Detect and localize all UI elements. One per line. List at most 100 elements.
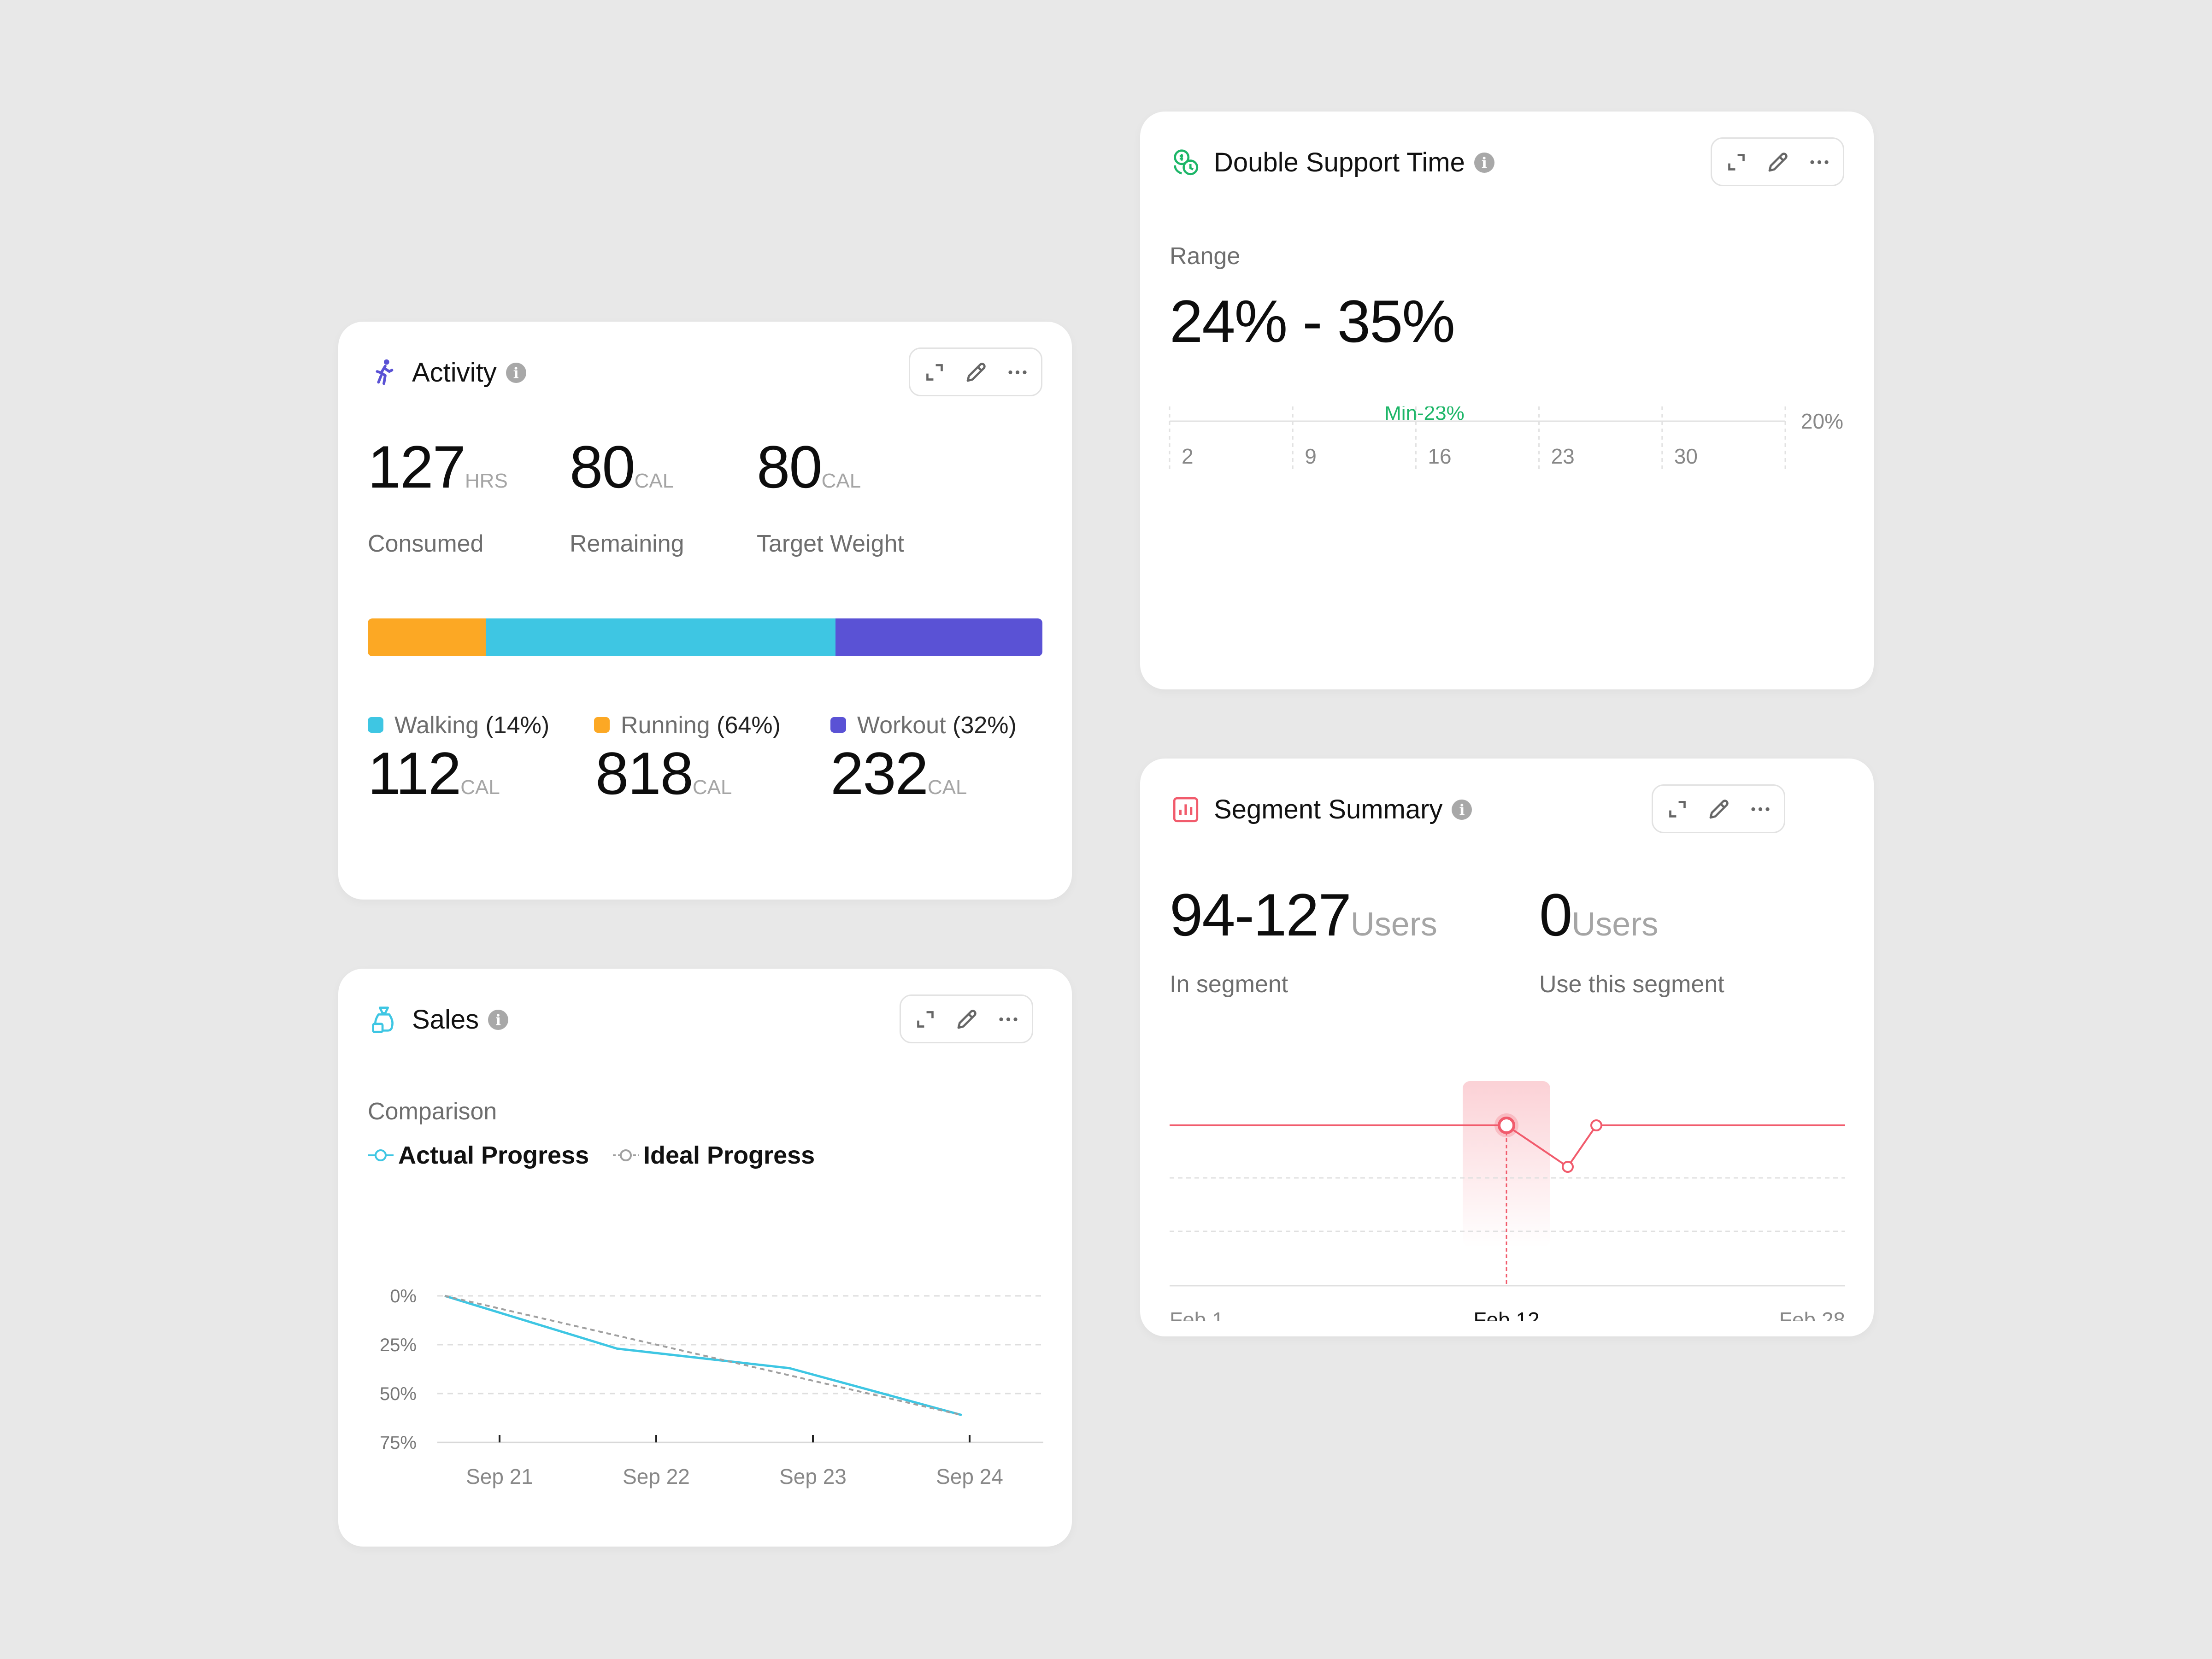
segment-summary-header: Segment Summary i (1170, 784, 1844, 835)
stat-unit: CAL (821, 470, 861, 492)
bar-segment-indigo (835, 618, 1042, 656)
legend-walking: Walking (14%) (368, 712, 549, 739)
stat-label: Consumed (368, 530, 484, 557)
card-title: Sales i (412, 994, 509, 1045)
legend-pct: (32%) (953, 712, 1017, 739)
actual-progress-line (444, 1294, 962, 1417)
expand-icon[interactable] (1722, 148, 1751, 176)
stat-label: In segment (1170, 971, 1288, 998)
info-icon[interactable]: i (506, 362, 526, 383)
stat-label: Use this segment (1539, 971, 1724, 998)
data-point (1590, 1119, 1602, 1131)
info-icon[interactable]: i (1452, 799, 1472, 820)
x-tick-label: 30 (1674, 444, 1698, 468)
legend-name: Walking (394, 712, 479, 739)
stat-consumed: 127HRS (368, 432, 508, 501)
segment-line-chart: Feb 1 Feb 12 Feb 28 (1170, 1081, 1845, 1321)
info-icon[interactable]: i (488, 1009, 509, 1030)
range-label: Range (1170, 243, 1241, 270)
x-tick-label: Feb 12 (1473, 1308, 1539, 1321)
stat-value: 0 (1539, 881, 1572, 948)
stat-label: Remaining (570, 530, 684, 557)
segment-in-value: 94-127Users (1170, 880, 1437, 949)
bar-segment-cyan (486, 618, 835, 656)
stat-unit: Users (1571, 906, 1659, 943)
activity-title: Activity (412, 358, 497, 388)
expand-icon[interactable] (920, 358, 949, 387)
y-tick-label: 50% (380, 1384, 417, 1404)
x-tick-label: 9 (1305, 444, 1317, 468)
legend-swatch (594, 717, 610, 733)
runner-icon (368, 357, 400, 389)
double-support-header: Double Support Time i (1170, 137, 1844, 188)
card-toolbar (909, 347, 1042, 396)
segment-summary-title: Segment Summary (1214, 794, 1443, 824)
calorie-value: 818 (595, 740, 694, 807)
activity-header: Activity i (368, 347, 1042, 398)
x-tick-label: Sep 22 (623, 1465, 690, 1488)
pencil-icon[interactable] (962, 358, 990, 387)
stat-remaining: 80CAL (570, 432, 674, 501)
stat-value: 127 (368, 433, 466, 500)
legend-swatch (830, 717, 846, 733)
x-tick-label: Sep 24 (936, 1465, 1003, 1488)
y-tick-label: 0% (390, 1286, 417, 1306)
more-icon[interactable] (994, 1005, 1023, 1034)
activity-card: Activity i 127HRS Consumed 80CAL Remainin… (338, 322, 1072, 900)
legend-actual-progress: Actual Progress (368, 1141, 589, 1170)
expand-icon[interactable] (911, 1005, 940, 1034)
legend-pct: (14%) (485, 712, 550, 739)
card-title: Double Support Time i (1214, 137, 1494, 188)
stat-label: Target Weight (757, 530, 904, 557)
card-title: Segment Summary i (1214, 784, 1472, 835)
card-toolbar (1711, 137, 1844, 186)
legend-name: Ideal Progress (643, 1141, 815, 1169)
x-tick-label: 16 (1428, 444, 1451, 468)
more-icon[interactable] (1746, 795, 1775, 824)
activity-stacked-bar (368, 618, 1042, 656)
dollar-clock-icon (1170, 147, 1202, 179)
x-tick-label: Feb 28 (1779, 1308, 1845, 1321)
ideal-progress-line (444, 1295, 962, 1416)
card-toolbar (1652, 784, 1785, 833)
card-title: Activity i (412, 347, 526, 398)
min-label: Min-23% (1384, 406, 1465, 424)
pencil-icon[interactable] (953, 1005, 981, 1034)
data-point (1562, 1161, 1574, 1173)
stat-unit: CAL (634, 470, 674, 492)
y-tick-label: 25% (380, 1335, 417, 1355)
expand-icon[interactable] (1663, 795, 1692, 824)
calorie-unit: CAL (460, 776, 500, 799)
y-tick-label: 20% (1801, 409, 1843, 433)
calorie-value: 232 (830, 740, 929, 807)
y-tick-label: 75% (380, 1433, 417, 1453)
pencil-icon[interactable] (1764, 148, 1792, 176)
x-tick-label: Feb 1 (1170, 1308, 1224, 1321)
legend-marker (368, 1149, 394, 1161)
more-icon[interactable] (1003, 358, 1032, 387)
calorie-unit: CAL (692, 776, 732, 799)
segment-summary-card: Segment Summary i 94-127Users In segment … (1140, 759, 1874, 1336)
stat-target-weight: 80CAL (757, 432, 861, 501)
info-icon[interactable]: i (1474, 152, 1494, 173)
stat-unit: HRS (465, 470, 508, 492)
sales-card: Sales i Comparison Actual Progress Ideal … (338, 969, 1072, 1547)
legend-ideal-progress: Ideal Progress (613, 1141, 815, 1170)
stat-value: 94-127 (1170, 881, 1352, 948)
legend-running: Running (64%) (594, 712, 781, 739)
calorie-value: 112 (368, 740, 461, 807)
legend-name: Running (621, 712, 710, 739)
legend-pct: (64%) (717, 712, 781, 739)
highlight-point (1498, 1117, 1515, 1134)
range-value: 24% - 35% (1170, 288, 1455, 355)
calorie-unit: CAL (927, 776, 967, 799)
legend-name: Workout (857, 712, 946, 739)
pencil-icon[interactable] (1705, 795, 1733, 824)
legend-marker (613, 1149, 639, 1161)
stat-value: 80 (757, 433, 823, 500)
legend-swatch (368, 717, 383, 733)
more-icon[interactable] (1805, 148, 1834, 176)
x-tick-label: Sep 21 (466, 1465, 533, 1488)
sales-title: Sales (412, 1005, 479, 1035)
segment-use-value: 0Users (1539, 880, 1658, 949)
